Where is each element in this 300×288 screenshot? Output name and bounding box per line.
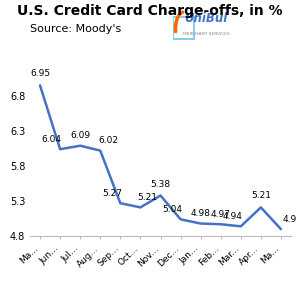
- Text: UniBul: UniBul: [184, 12, 228, 25]
- Text: U.S. Credit Card Charge-offs, in %: U.S. Credit Card Charge-offs, in %: [17, 4, 283, 18]
- FancyBboxPatch shape: [173, 17, 194, 39]
- Text: 4.9: 4.9: [282, 215, 296, 223]
- Text: 4.94: 4.94: [223, 212, 242, 221]
- Text: 5.04: 5.04: [162, 205, 182, 214]
- Text: 6.04: 6.04: [42, 135, 62, 144]
- Text: Source: Moody's: Source: Moody's: [30, 24, 121, 35]
- Text: MERCHANT SERVICES: MERCHANT SERVICES: [183, 32, 230, 36]
- Text: 5.21: 5.21: [251, 192, 271, 200]
- Text: 5.21: 5.21: [137, 193, 158, 202]
- Text: 6.95: 6.95: [30, 69, 50, 78]
- Text: 4.98: 4.98: [191, 209, 211, 218]
- Text: 6.02: 6.02: [99, 136, 118, 145]
- Text: 4.97: 4.97: [211, 210, 231, 219]
- Text: 5.27: 5.27: [102, 189, 122, 198]
- Text: 6.09: 6.09: [70, 131, 90, 140]
- Text: 5.38: 5.38: [150, 179, 171, 189]
